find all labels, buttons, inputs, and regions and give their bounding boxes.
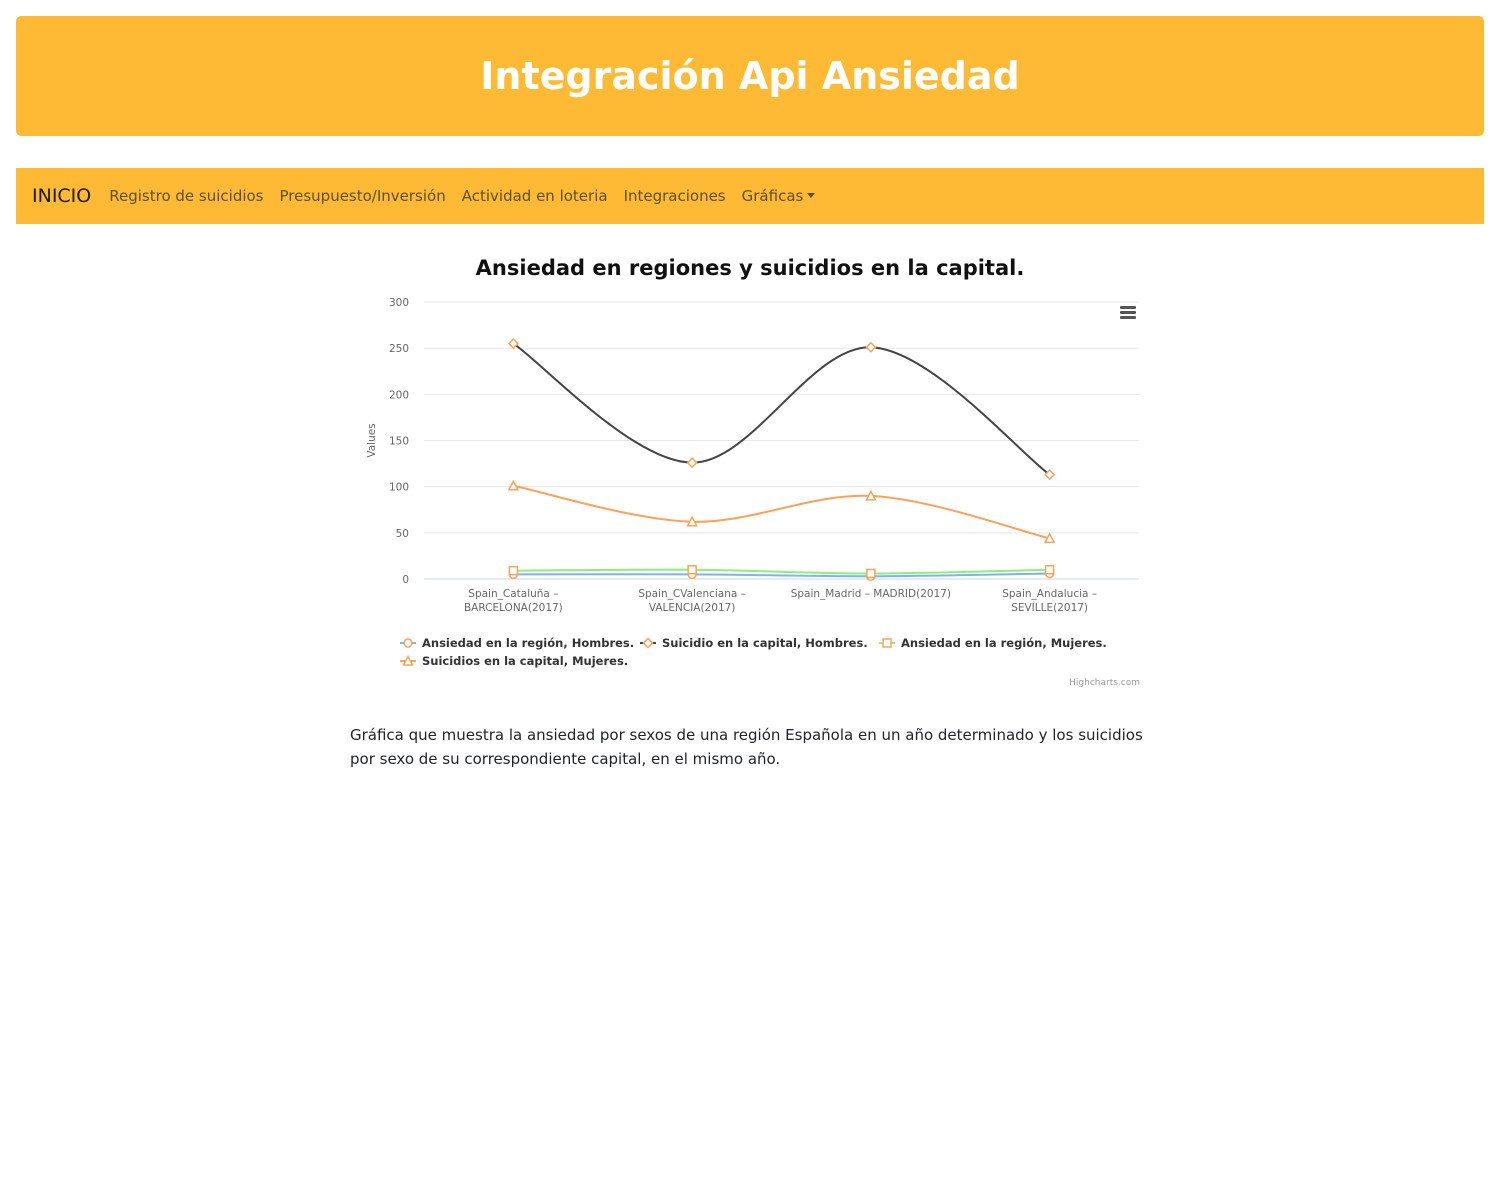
chart-title: Ansiedad en regiones y suicidios en la c… [475, 256, 1025, 280]
legend-label: Suicidios en la capital, Mujeres. [422, 654, 628, 668]
y-tick-label: 0 [402, 574, 409, 586]
series-line-1 [512, 342, 1051, 476]
data-point-3 [686, 515, 698, 527]
legend-marker [642, 637, 654, 649]
legend-item-1[interactable]: Suicidio en la capital, Hombres. [640, 636, 868, 650]
legend-item-3[interactable]: Suicidios en la capital, Mujeres. [400, 654, 628, 668]
legend-item-2[interactable]: Ansiedad en la región, Mujeres. [879, 636, 1107, 650]
line-chart: 0 50 100 150 200 250 300 Values Spain_Cataluña –… [366, 297, 1139, 668]
x-tick-label: Spain_Cataluña – BARCELONA(2017) [464, 588, 563, 614]
series-line-2 [513, 568, 1050, 575]
data-point-2 [1044, 565, 1055, 575]
nav-dropdown-graficas[interactable]: Gráficas [742, 187, 816, 205]
chart-credits[interactable]: Highcharts.com [1069, 678, 1140, 688]
data-point-1 [686, 457, 698, 469]
nav-link-loteria[interactable]: Actividad en loteria [461, 187, 608, 205]
nav-link-presupuesto[interactable]: Presupuesto/Inversión [279, 187, 446, 205]
legend-marker [403, 638, 413, 648]
data-point-1 [1044, 469, 1056, 481]
y-tick-label: 250 [389, 343, 409, 355]
series-line-3 [513, 484, 1050, 540]
chart-container: 0 50 100 150 200 250 300 Values Spain_Cataluña –… [360, 246, 1150, 696]
y-tick-label: 300 [389, 297, 409, 309]
legend-label: Ansiedad en la región, Mujeres. [901, 636, 1107, 650]
legend-marker [882, 638, 892, 648]
data-point-2 [866, 568, 876, 579]
legend-item-0[interactable]: Ansiedad en la región, Hombres. [400, 636, 634, 650]
series-line-0 [513, 572, 1050, 578]
caret-down-icon [807, 193, 816, 198]
y-tick-label: 150 [389, 436, 409, 448]
data-point-3 [507, 479, 520, 491]
data-point-2 [687, 565, 697, 575]
legend-marker [402, 654, 414, 666]
page-title: Integración Api Ansiedad [480, 54, 1020, 98]
y-tick-label: 200 [389, 389, 409, 401]
data-point-3 [1043, 532, 1056, 544]
data-point-3 [865, 489, 877, 501]
data-point-1 [865, 341, 877, 353]
data-point-2 [508, 565, 519, 576]
y-axis-title: Values [366, 423, 378, 457]
chart-description: Gráfica que muestra la ansiedad por sexo… [350, 726, 1143, 768]
hamburger-menu-icon[interactable] [1120, 306, 1136, 320]
nav-link-registro-suicidios[interactable]: Registro de suicidios [109, 187, 264, 205]
legend-label: Suicidio en la capital, Hombres. [662, 636, 868, 650]
x-tick-label: Spain_Andalucia – SEVILLE(2017) [1002, 588, 1097, 614]
nav-dropdown-graficas-label: Gráficas [741, 187, 804, 205]
nav-link-integraciones[interactable]: Integraciones [623, 187, 726, 205]
main-navbar: INICIO Registro de suicidios Presupuesto… [16, 168, 1484, 224]
y-tick-label: 50 [396, 528, 409, 540]
data-point-1 [507, 337, 519, 350]
nav-brand-inicio[interactable]: INICIO [32, 185, 92, 207]
y-tick-label: 100 [389, 482, 409, 494]
header-banner: Integración Api Ansiedad [16, 16, 1484, 136]
legend-label: Ansiedad en la región, Hombres. [422, 636, 634, 650]
x-tick-label: Spain_Madrid – MADRID(2017) [791, 588, 951, 600]
x-tick-label: Spain_CValenciana – VALENCIA(2017) [638, 588, 746, 614]
